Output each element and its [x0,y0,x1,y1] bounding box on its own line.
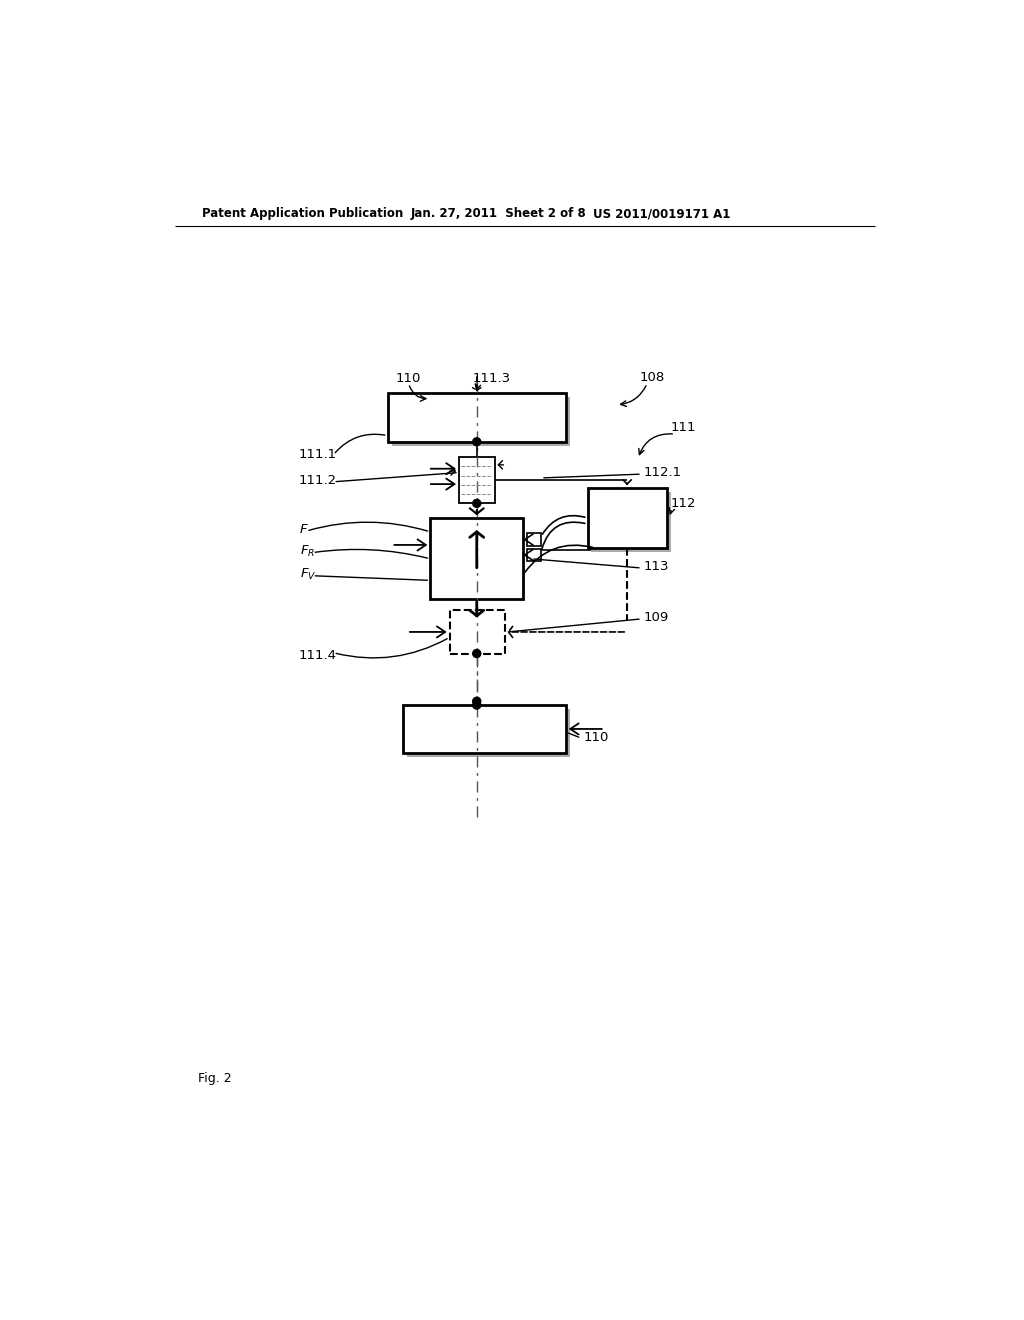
Text: 111.3: 111.3 [473,372,511,385]
Circle shape [473,697,480,705]
Text: 111.2: 111.2 [299,474,337,487]
Circle shape [473,438,480,446]
Circle shape [473,701,480,709]
Text: Jan. 27, 2011  Sheet 2 of 8: Jan. 27, 2011 Sheet 2 of 8 [411,207,587,220]
Bar [388,393,566,442]
Bar [450,610,505,653]
Bar [403,705,566,752]
Text: Patent Application Publication: Patent Application Publication [202,207,402,220]
Text: 110: 110 [584,731,609,744]
Text: $F_R$: $F_R$ [300,544,315,558]
Text: 108: 108 [640,371,665,384]
Circle shape [473,499,480,507]
Bar [459,457,495,503]
Text: $F_V$: $F_V$ [300,566,316,582]
Text: Fig. 2: Fig. 2 [198,1072,231,1085]
Bar [588,488,667,548]
Text: 109: 109 [643,611,669,624]
Bar [527,533,541,545]
Text: 111: 111 [671,421,696,434]
Circle shape [473,649,480,657]
Bar [407,709,569,756]
Text: 111.4: 111.4 [299,648,337,661]
Bar [592,492,671,552]
Text: US 2011/0019171 A1: US 2011/0019171 A1 [593,207,730,220]
Text: 111.1: 111.1 [299,449,337,462]
Text: 110: 110 [395,372,421,385]
Text: 112: 112 [671,496,696,510]
Text: 113: 113 [643,560,669,573]
Text: 112.1: 112.1 [643,466,682,479]
Text: F: F [300,523,307,536]
Bar [391,397,569,446]
Bar [430,517,523,599]
Bar [527,549,541,561]
